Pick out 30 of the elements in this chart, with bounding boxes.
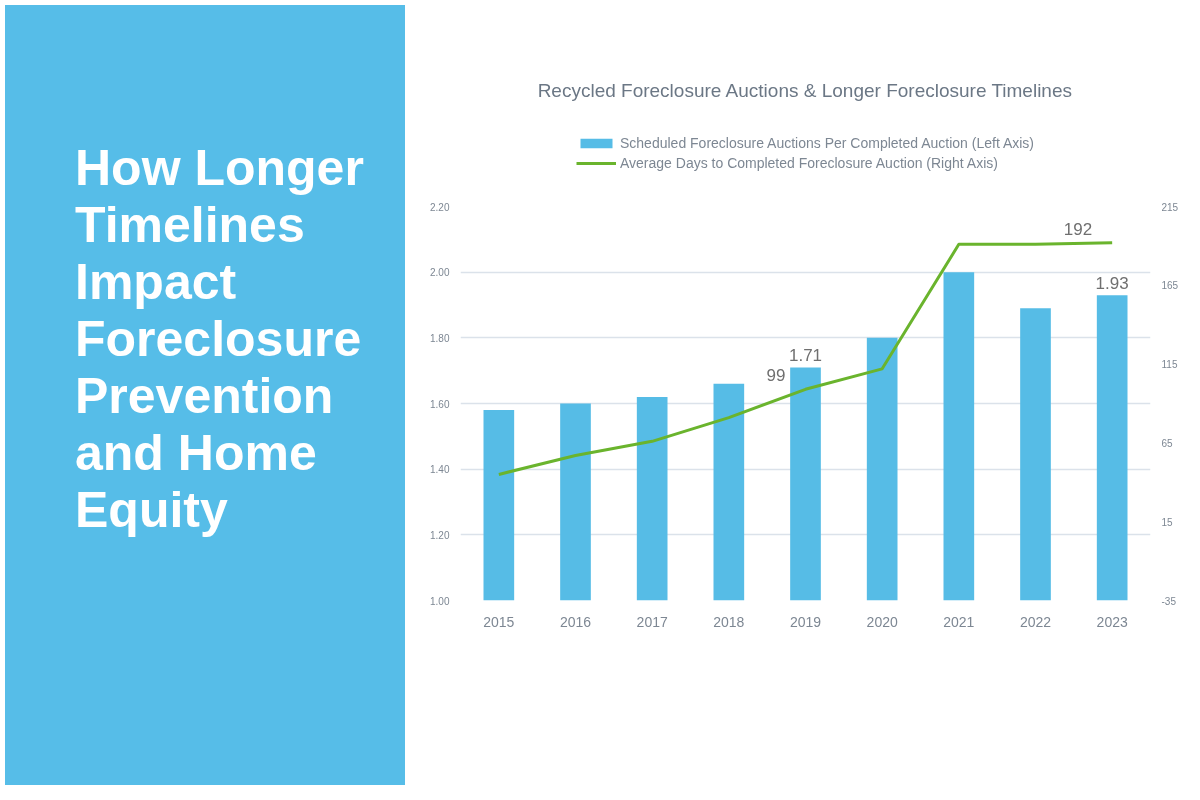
y-tick-label: 2.20: [430, 201, 450, 213]
x-tick-label: 2021: [943, 613, 975, 630]
y-tick-label: 1.20: [430, 529, 450, 541]
y2-tick-label: 15: [1161, 516, 1174, 528]
legend-label: Scheduled Foreclosure Auctions Per Completed Auction (Left Axis): [620, 134, 1034, 151]
y-tick-label: 2.00: [430, 267, 450, 279]
text: How Longer Timelines Impact Foreclosure Prevention and Home Equity: [75, 140, 365, 539]
y-tick-label: 1.00: [430, 595, 450, 607]
y2-tick-label: 215: [1161, 201, 1179, 213]
data-label: 1.71: [788, 346, 823, 366]
x-tick-label: 2017: [636, 613, 668, 630]
y2-tick-label: 165: [1161, 280, 1179, 292]
y-tick-label: 1.80: [430, 332, 450, 344]
y-tick-label: 1.60: [430, 398, 450, 410]
data-label: 192: [1063, 219, 1093, 239]
x-tick-label: 2023: [1096, 613, 1128, 630]
legend-label: Average Days to Completed Foreclosure Auction (Right Axis): [620, 154, 998, 171]
y-tick-label: 1.40: [430, 464, 450, 476]
x-tick-label: 2020: [866, 613, 898, 630]
chart-subtitle: Recycled Foreclosure Auctions & Longer Foreclosure Timelines: [537, 79, 1072, 101]
x-tick-label: 2022: [1019, 613, 1052, 630]
x-tick-label: 2019: [789, 613, 822, 630]
x-tick-label: 2015: [483, 613, 515, 630]
data-label: 1.93: [1095, 274, 1129, 294]
y2-tick-label: 115: [1161, 359, 1178, 371]
x-tick-label: 2018: [713, 613, 745, 630]
y2-tick-label: 65: [1161, 437, 1174, 449]
x-tick-label: 2016: [559, 613, 592, 630]
data-label: 99: [766, 366, 786, 386]
y2-tick-label: -35: [1161, 595, 1177, 607]
